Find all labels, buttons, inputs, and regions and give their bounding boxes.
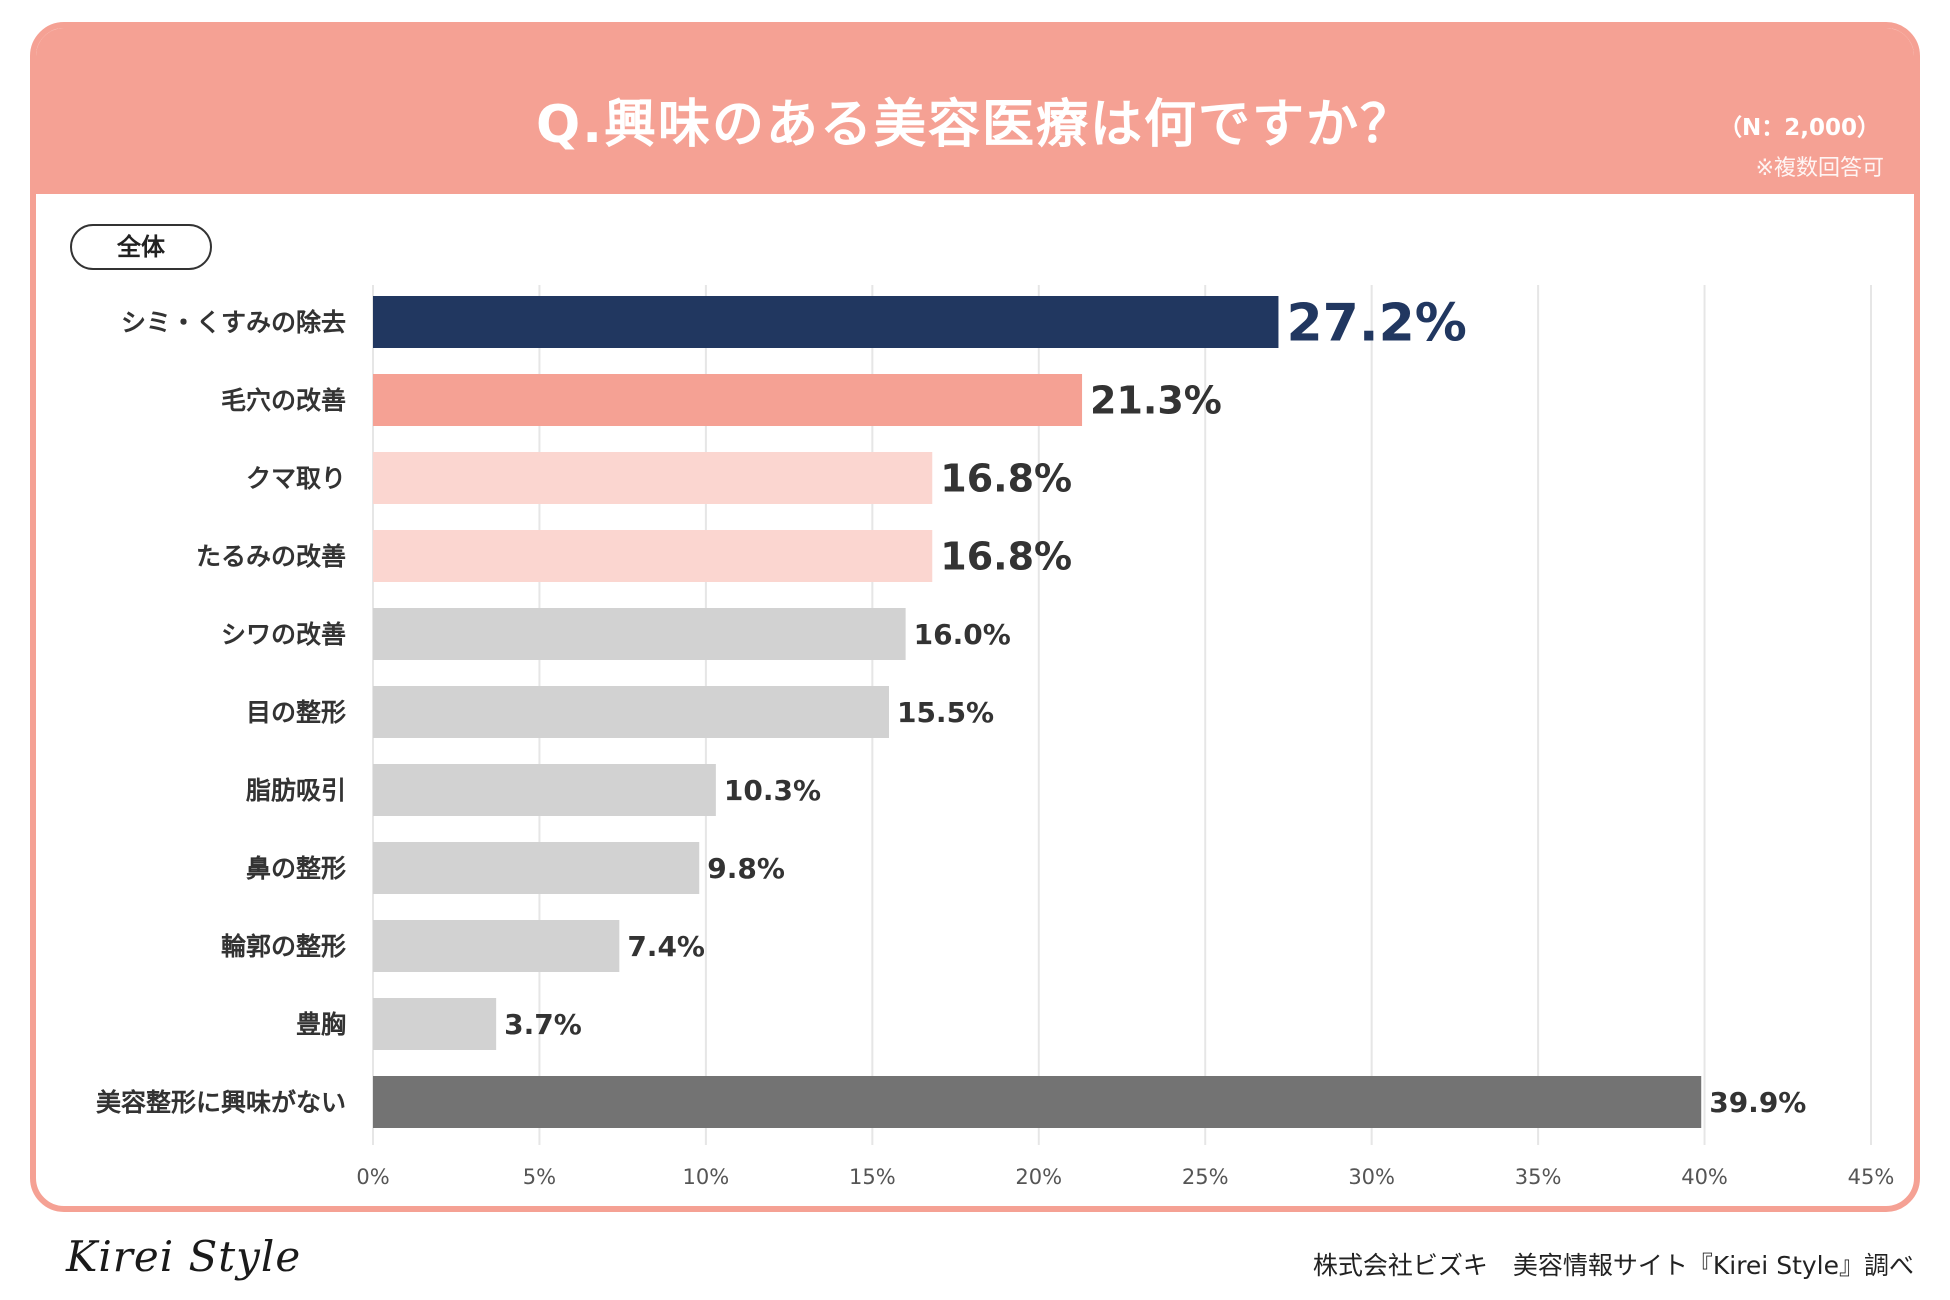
value-label: 10.3% <box>724 774 821 807</box>
value-label: 16.8% <box>940 457 1072 501</box>
bar <box>373 530 933 582</box>
x-tick-label: 30% <box>1348 1165 1395 1189</box>
category-label: 目の整形 <box>246 698 346 727</box>
x-tick-label: 35% <box>1515 1165 1562 1189</box>
x-tick-label: 15% <box>849 1165 896 1189</box>
x-tick-label: 45% <box>1848 1165 1895 1189</box>
bar <box>373 842 700 894</box>
bar <box>373 920 620 972</box>
value-label: 27.2% <box>1286 294 1466 354</box>
value-label: 3.7% <box>504 1008 582 1041</box>
bar <box>373 374 1083 426</box>
value-label: 9.8% <box>707 852 785 885</box>
category-label: 美容整形に興味がない <box>96 1088 346 1117</box>
value-label: 39.9% <box>1709 1086 1806 1119</box>
x-tick-label: 40% <box>1681 1165 1728 1189</box>
sample-size: （N：2,000） <box>1719 115 1880 141</box>
chart-card: Q.興味のある美容医療は何ですか？ （N：2,000） ※複数回答可 全体 <box>30 22 1920 1212</box>
chart-title: Q.興味のある美容医療は何ですか？ <box>536 95 1414 155</box>
category-label: 毛穴の改善 <box>221 386 346 415</box>
kirei-style-logo: Kirei Style <box>66 1232 302 1281</box>
category-label: 豊胸 <box>296 1010 346 1039</box>
category-label: シワの改善 <box>221 620 346 649</box>
value-label: 16.8% <box>940 535 1072 579</box>
x-tick-label: 5% <box>523 1165 556 1189</box>
value-label: 16.0% <box>914 618 1011 651</box>
source-credit: 株式会社ビズキ 美容情報サイト『Kirei Style』調べ <box>1312 1251 1914 1280</box>
value-label: 21.3% <box>1090 379 1222 423</box>
bar <box>373 686 889 738</box>
category-label: たるみの改善 <box>196 542 346 571</box>
x-tick-label: 20% <box>1015 1165 1062 1189</box>
bar <box>373 452 933 504</box>
header-banner: Q.興味のある美容医療は何ですか？ （N：2,000） ※複数回答可 <box>36 28 1914 194</box>
category-label: クマ取り <box>246 464 346 493</box>
bar <box>373 296 1279 348</box>
category-label: 鼻の整形 <box>246 854 346 883</box>
x-tick-label: 25% <box>1182 1165 1229 1189</box>
bar <box>373 764 716 816</box>
category-label: 輪郭の整形 <box>221 932 346 961</box>
bar <box>373 998 497 1050</box>
category-label: シミ・くすみの除去 <box>121 308 346 337</box>
x-tick-label: 10% <box>683 1165 730 1189</box>
value-label: 15.5% <box>897 696 994 729</box>
bar <box>373 608 906 660</box>
multiple-answer-note: ※複数回答可 <box>1755 156 1884 181</box>
value-label: 7.4% <box>627 930 705 963</box>
bar <box>373 1076 1702 1128</box>
category-label: 脂肪吸引 <box>246 776 346 805</box>
segment-label: 全体 <box>70 224 212 270</box>
x-tick-label: 0% <box>356 1165 389 1189</box>
